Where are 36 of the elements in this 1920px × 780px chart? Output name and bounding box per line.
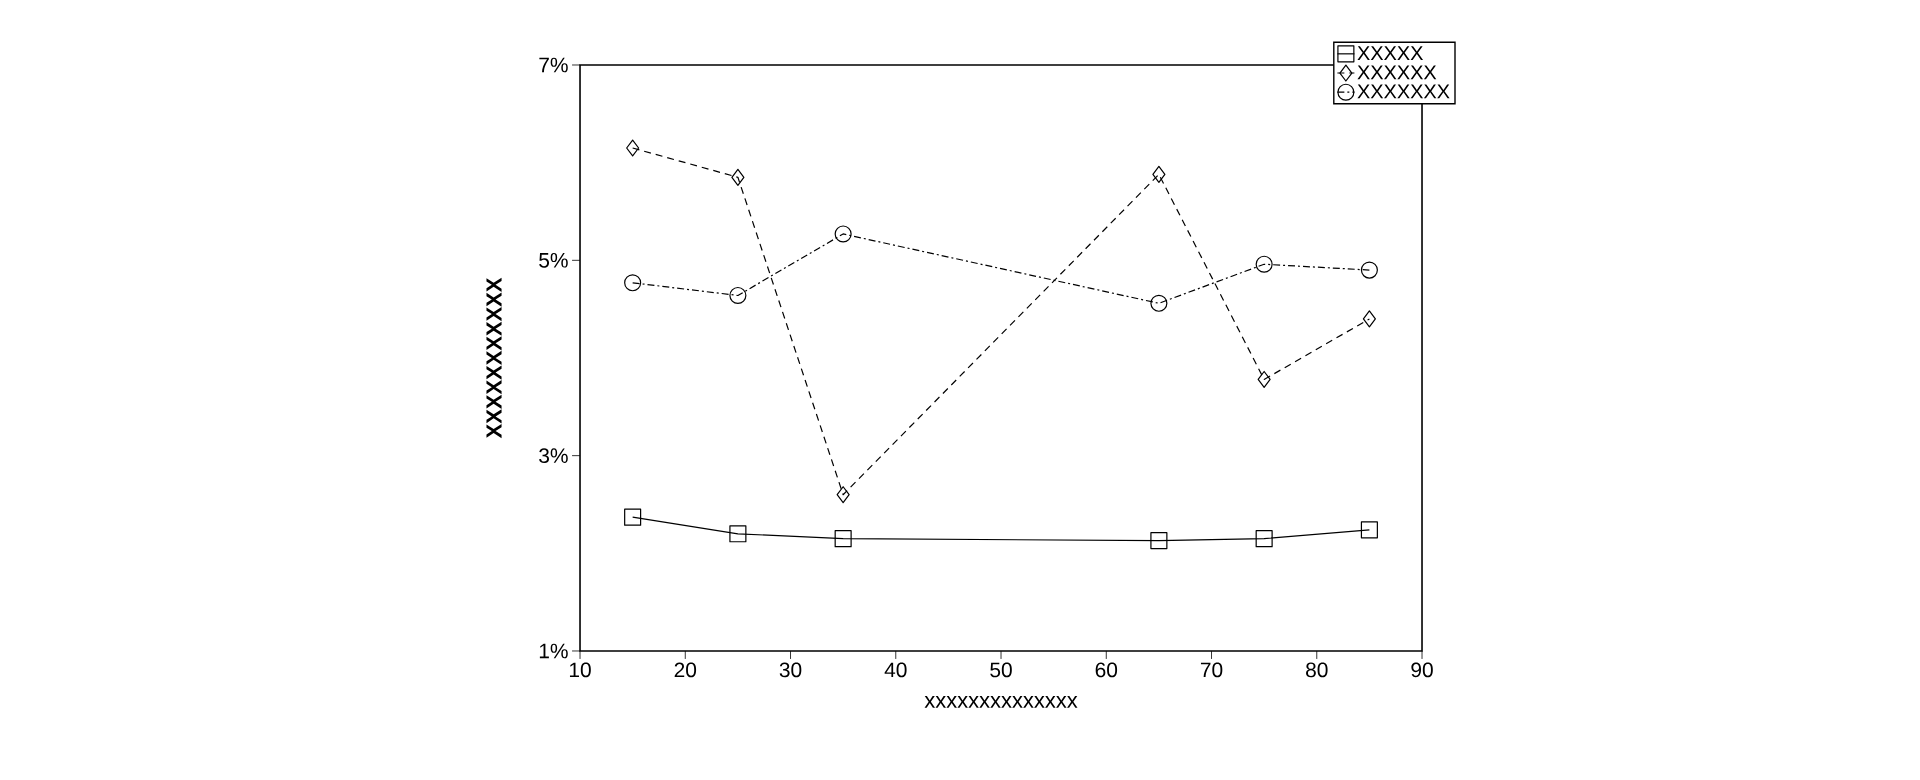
y-tick-label: 1%: [539, 643, 568, 659]
legend-label: XXXXX: [1357, 46, 1424, 60]
point: [1150, 294, 1168, 312]
x-tick-label: 40: [884, 662, 907, 678]
point: [1360, 261, 1378, 279]
point: [729, 525, 747, 543]
point: [1255, 530, 1273, 548]
x-axis-title: xxxxxxxxxxxxxx: [924, 696, 1078, 708]
x-tick-label: 10: [569, 662, 591, 678]
x-tick-label: 70: [1200, 662, 1223, 678]
point: [1360, 521, 1378, 539]
point: [1255, 255, 1273, 273]
y-tick-label: 5%: [539, 252, 568, 268]
point: [836, 486, 850, 504]
point: [731, 168, 745, 186]
point: [1257, 370, 1271, 389]
legend-label: XXXXXX: [1357, 65, 1437, 80]
point: [834, 225, 852, 243]
point: [1362, 310, 1376, 328]
point: [1152, 165, 1166, 183]
y-axis-title: XXXXXXXXXXX: [486, 277, 502, 439]
point: [729, 286, 747, 305]
y-tick-label: 3%: [539, 448, 568, 464]
x-tick-label: 60: [1095, 662, 1118, 678]
x-tick-label: 50: [990, 662, 1012, 678]
x-tick-label: 30: [779, 662, 802, 678]
point: [1150, 532, 1168, 550]
x-tick-label: 20: [674, 662, 697, 678]
point: [624, 274, 642, 292]
point: [626, 139, 640, 157]
point: [624, 508, 642, 526]
legend-label: XXXXXXX: [1357, 84, 1450, 99]
y-tick-label: 7%: [539, 57, 568, 73]
point: [834, 530, 852, 548]
x-tick-label: 80: [1306, 662, 1328, 678]
x-tick-label: 90: [1411, 662, 1433, 678]
